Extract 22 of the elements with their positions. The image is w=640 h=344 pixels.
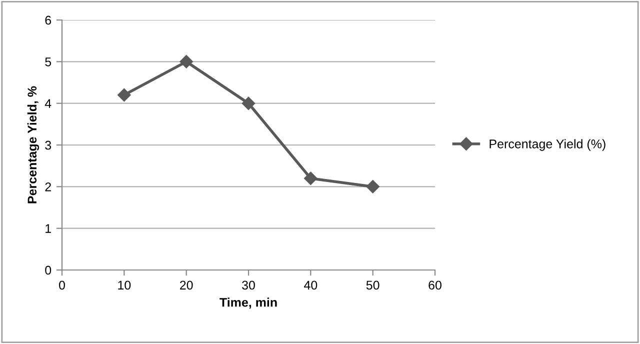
x-tick-label: 10	[118, 280, 131, 290]
x-axis-title: Time, min	[220, 298, 277, 309]
x-tick-label: 20	[180, 280, 193, 290]
y-tick-label: 5	[45, 58, 52, 66]
x-tick-label: 30	[242, 280, 255, 290]
point	[242, 96, 256, 110]
y-tick-label: 3	[45, 140, 52, 150]
y-tick-label: 1	[46, 224, 51, 233]
x-tick-label: 0	[59, 280, 65, 290]
point	[304, 172, 318, 185]
y-tick-label: 6	[45, 16, 52, 25]
x-tick-label: 50	[366, 280, 380, 290]
y-axis-title: Percentage Yield, %	[27, 86, 40, 204]
point	[366, 180, 380, 194]
y-tick-label: 2	[45, 182, 51, 192]
x-tick-label: 40	[304, 280, 318, 290]
point	[118, 88, 131, 102]
y-tick-label: 0	[45, 266, 52, 275]
legend-label: Percentage Yield (%)	[490, 139, 606, 151]
x-tick-label: 60	[428, 280, 442, 290]
point	[180, 55, 193, 68]
y-tick-label: 4	[44, 99, 52, 108]
